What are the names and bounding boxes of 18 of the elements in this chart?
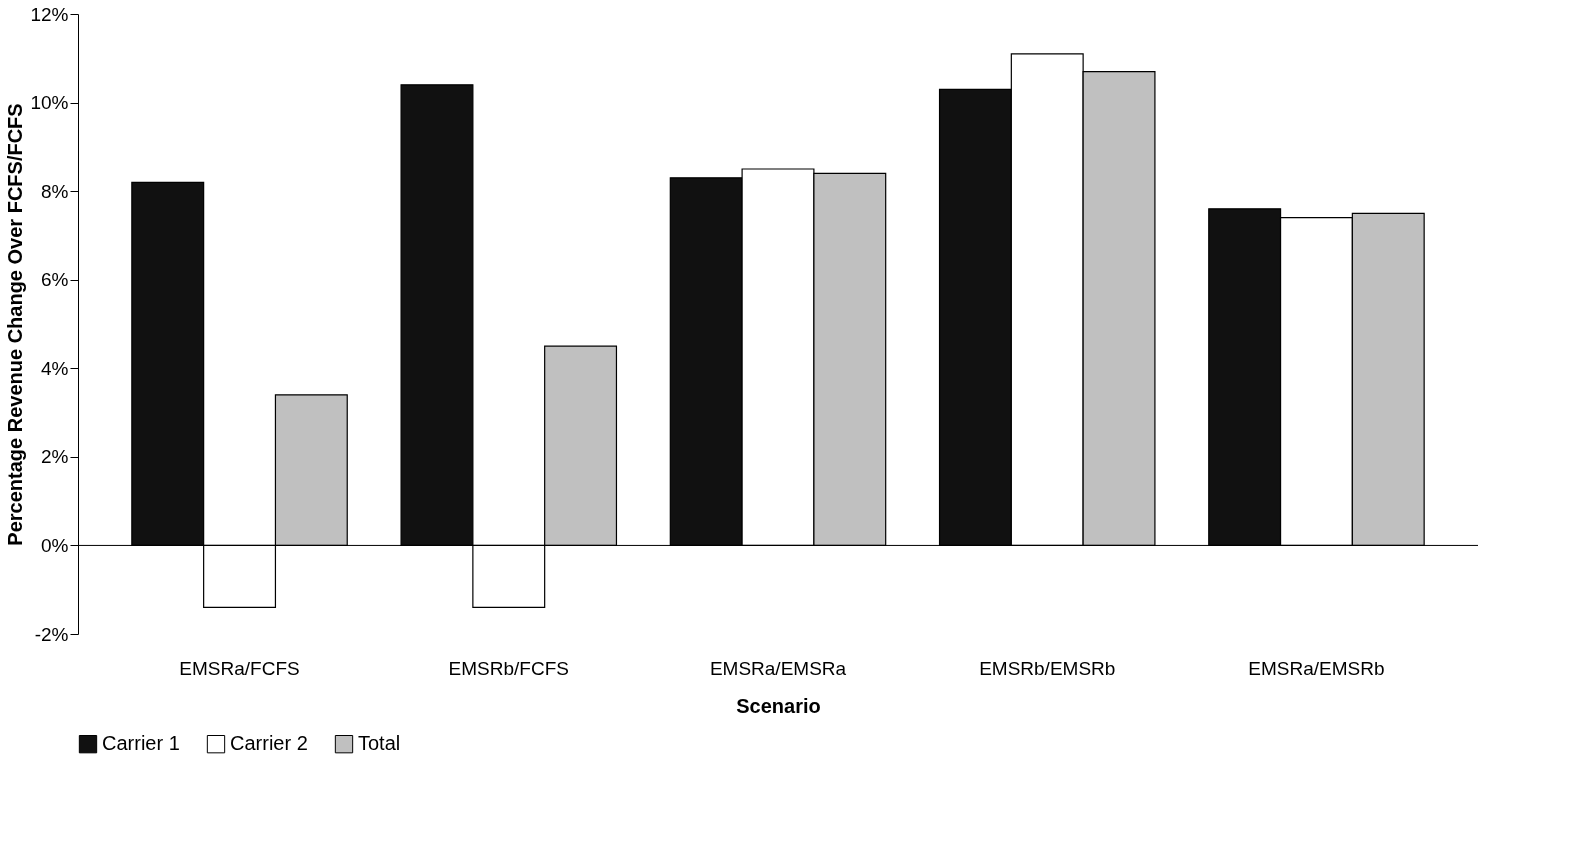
legend-label: Carrier 1: [102, 732, 180, 755]
y-tick-label: -2%: [34, 623, 69, 645]
y-tick-label: 6%: [41, 269, 69, 291]
legend-label: Carrier 2: [230, 732, 308, 755]
y-axis-title: Percentage Revenue Change Over FCFS/FCFS: [4, 103, 27, 546]
x-tick-label: EMSRb/FCFS: [448, 657, 569, 679]
y-tick-label: 2%: [41, 446, 69, 468]
x-tick-label: EMSRb/EMSRb: [979, 657, 1116, 679]
legend-label: Total: [358, 732, 401, 755]
y-tick-label: 12%: [30, 3, 69, 25]
x-tick-label: EMSRa/EMSRa: [709, 657, 847, 679]
x-tick-label: EMSRa/EMSRb: [1248, 657, 1385, 679]
y-tick-label: 0%: [41, 534, 69, 556]
y-tick-label: 8%: [41, 180, 69, 202]
y-tick-label: 4%: [41, 357, 69, 379]
x-tick-label: EMSRa/FCFS: [179, 657, 300, 679]
y-tick-label: 10%: [30, 92, 69, 114]
x-axis-title: Scenario: [736, 694, 821, 717]
